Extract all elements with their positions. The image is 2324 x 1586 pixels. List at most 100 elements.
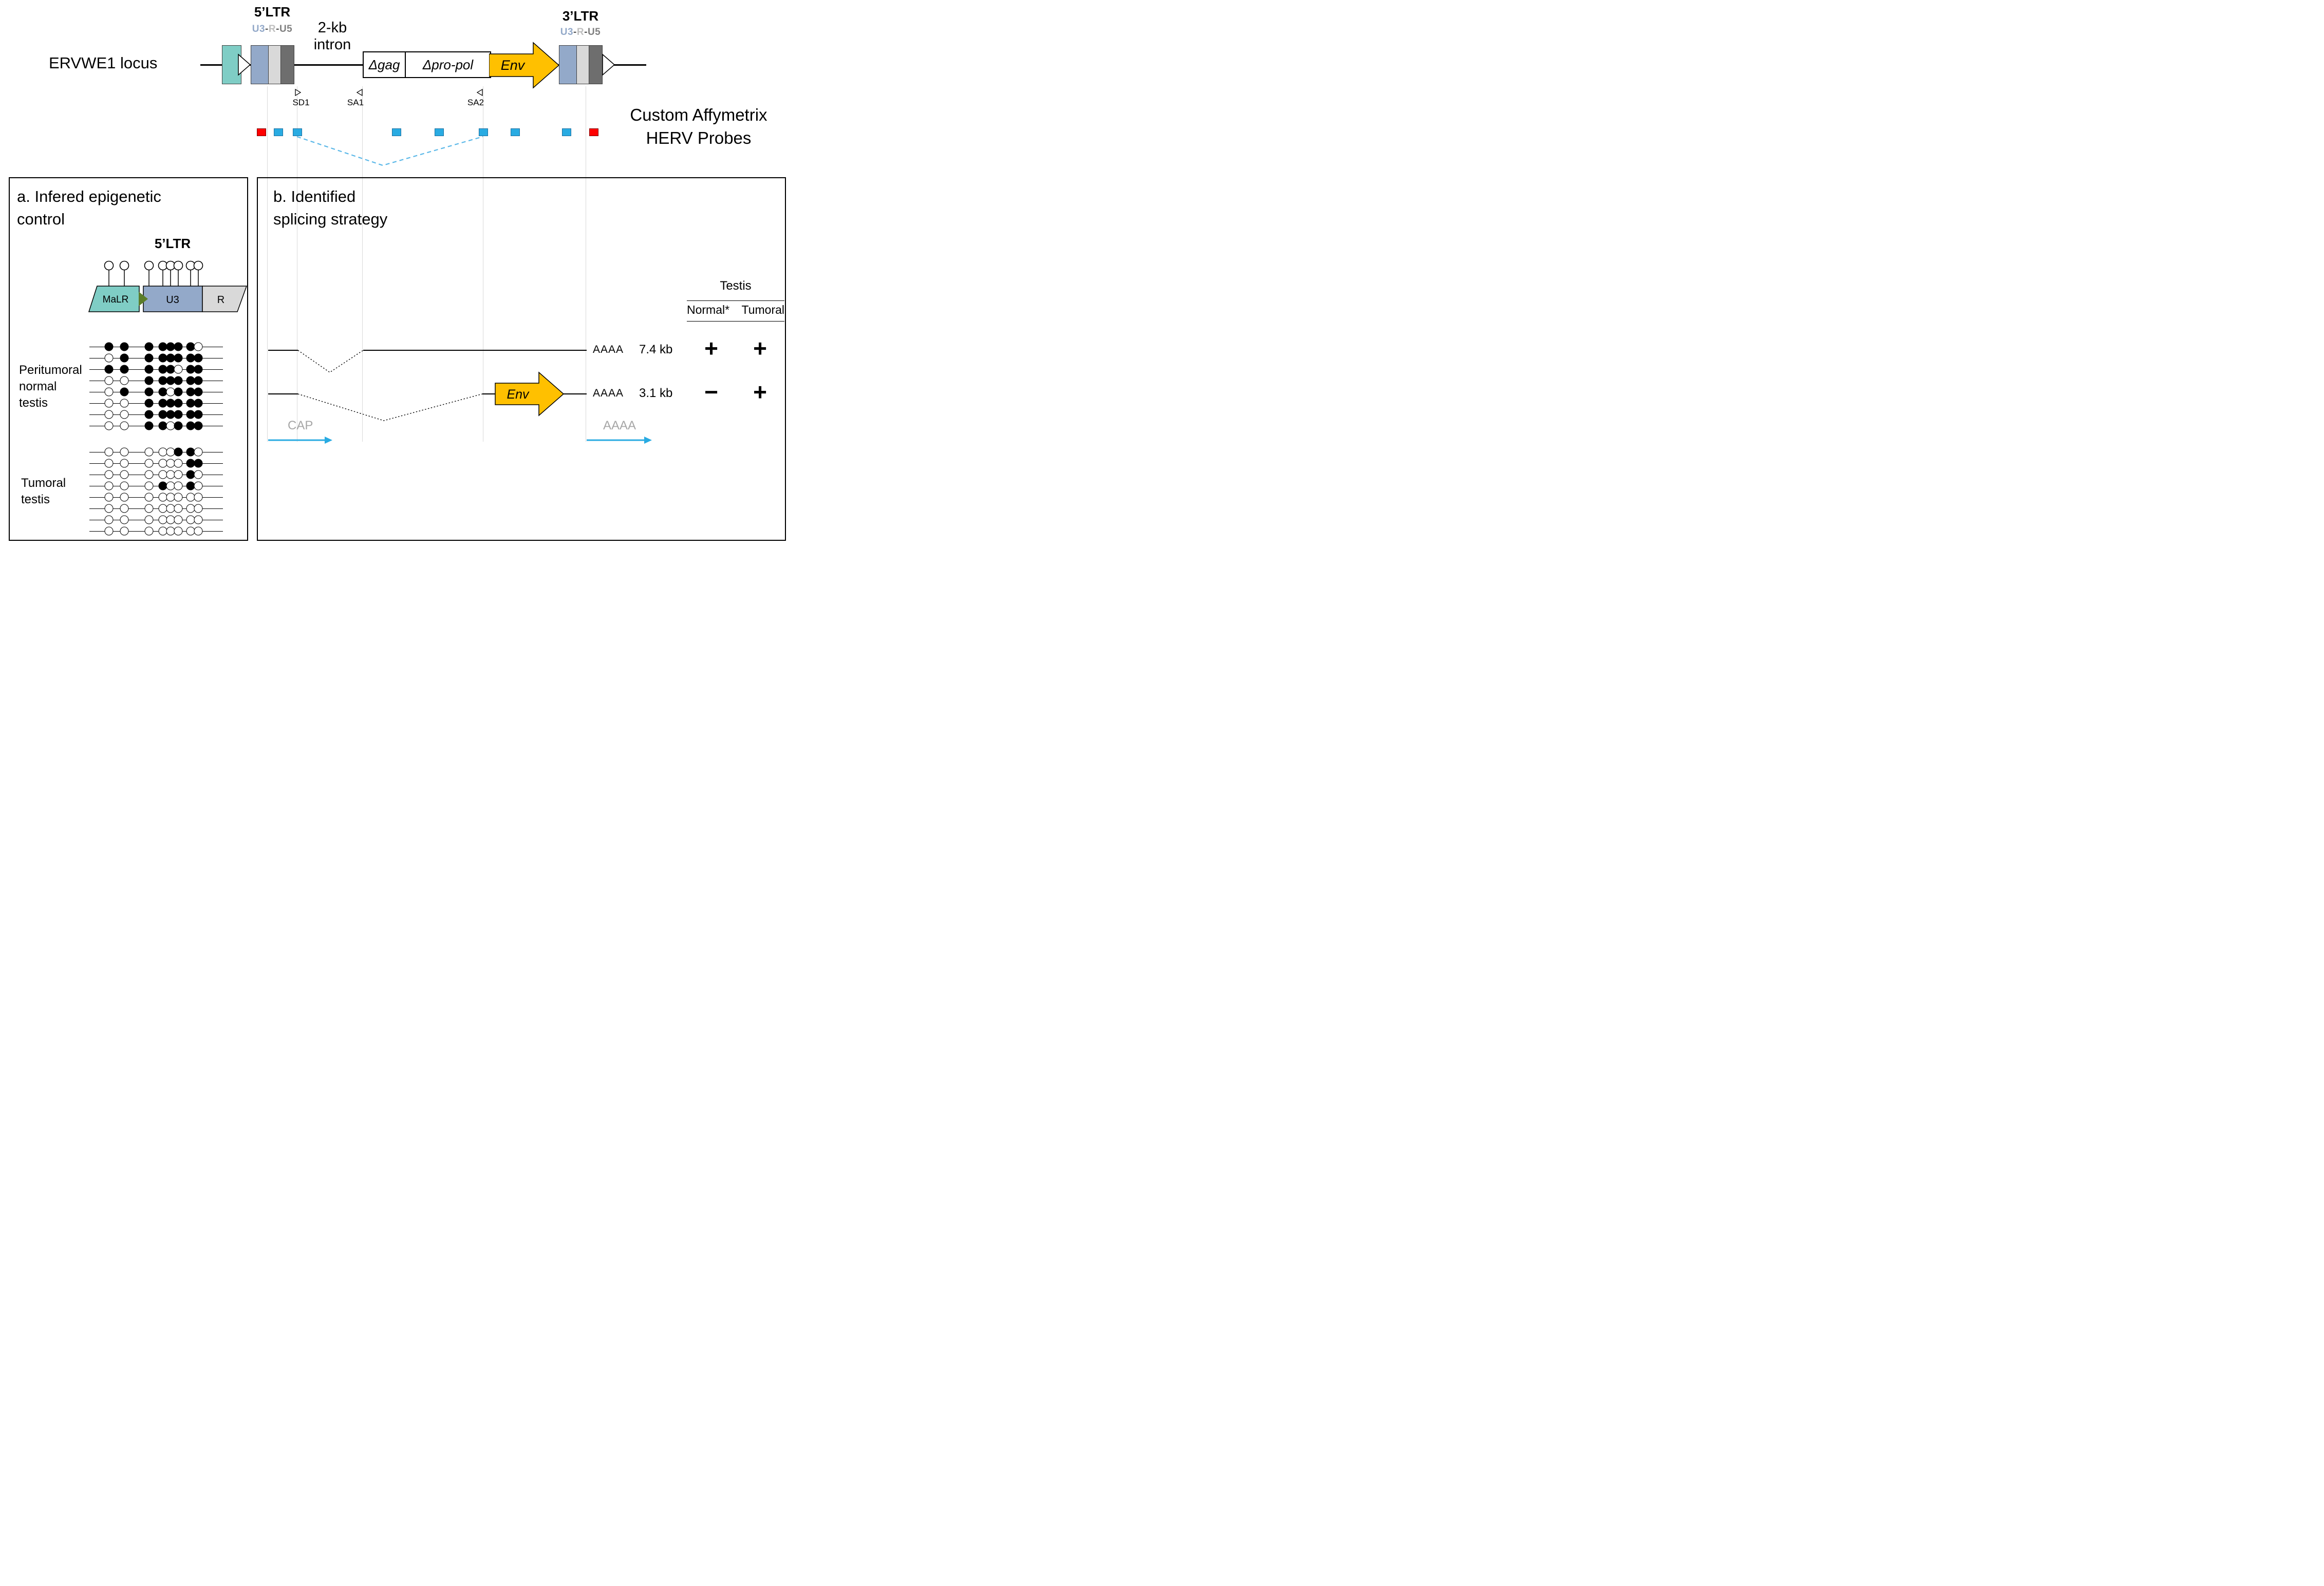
- clone-line: [89, 508, 223, 509]
- panel-a: a. Infered epigenetic control 5’LTR: [9, 177, 248, 541]
- tx2-polya-label: AAAA: [593, 387, 624, 399]
- unmethylated-cpg: [144, 493, 154, 502]
- env-arrow-locus: Env: [489, 42, 560, 89]
- red-probe: [257, 128, 266, 136]
- label-line: testis: [19, 396, 48, 410]
- transcripts-drawing: Env: [268, 350, 652, 444]
- methylated-cpg: [194, 376, 203, 385]
- ltr3-r-segment: [576, 45, 589, 84]
- unmethylated-cpg: [120, 470, 129, 479]
- cell-3-1kb-tumoral: +: [753, 379, 767, 405]
- methylated-cpg: [144, 410, 154, 419]
- unmethylated-cpg: [104, 421, 114, 430]
- table-column-headers: Normal* Tumoral: [687, 301, 784, 321]
- methylated-cpg: [144, 342, 154, 351]
- methylated-cpg: [120, 365, 129, 374]
- ltr3-u5-segment: [589, 45, 603, 84]
- unmethylated-cpg: [194, 447, 203, 457]
- unmethylated-cpg: [104, 399, 114, 408]
- dash: -: [276, 24, 279, 34]
- cpg-circles: [104, 260, 203, 271]
- unmethylated-cpg: [144, 470, 154, 479]
- propol-box: Δpro-pol: [405, 51, 491, 78]
- methylated-cpg: [144, 353, 154, 363]
- panel-b-title-line2: splicing strategy: [273, 210, 388, 228]
- unmethylated-cpg: [174, 470, 183, 479]
- clone-line: [89, 463, 223, 464]
- unmethylated-cpg: [174, 365, 183, 374]
- clone-line: [89, 403, 223, 404]
- u3-label: U3: [560, 27, 574, 37]
- u3-box-label: U3: [166, 294, 179, 306]
- env-label-transcript: Env: [507, 387, 530, 402]
- clone-line: [89, 531, 223, 532]
- blue-probe: [479, 128, 488, 136]
- methylated-cpg: [174, 376, 183, 385]
- methylated-cpg: [174, 447, 183, 457]
- unmethylated-cpg: [174, 493, 183, 502]
- table-rule-top: [687, 300, 784, 301]
- ltr5-u5-segment: [280, 45, 294, 84]
- unmethylated-cpg: [144, 447, 154, 457]
- tumoral-label: Tumoral testis: [21, 475, 66, 508]
- label-line: normal: [19, 380, 57, 393]
- blue-probe: [562, 128, 571, 136]
- unmethylated-cpg: [104, 515, 114, 524]
- panel-b: b. Identified splicing strategy Env AAAA: [257, 177, 786, 541]
- clone-line: [89, 497, 223, 498]
- table-row-3-1kb: − +: [687, 380, 784, 404]
- host-flank-triangle-right: [602, 53, 615, 76]
- tx1-polya-label: AAAA: [593, 344, 624, 355]
- unmethylated-cpg: [194, 493, 203, 502]
- unmethylated-cpg: [144, 481, 154, 490]
- unmethylated-cpg: [104, 470, 114, 479]
- unmethylated-cpg: [174, 481, 183, 490]
- label-line: Tumoral: [21, 476, 66, 490]
- env-arrow-transcript: [495, 371, 565, 417]
- blue-probe: [392, 128, 401, 136]
- methylated-cpg: [174, 421, 183, 430]
- tx1-splice-dotted: [297, 350, 364, 373]
- methylated-cpg: [104, 365, 114, 374]
- green-arrow-icon: [139, 292, 148, 306]
- blue-probe: [511, 128, 520, 136]
- table-title: Testis: [720, 279, 752, 293]
- unmethylated-cpg: [144, 504, 154, 513]
- unmethylated-cpg: [120, 459, 129, 468]
- unmethylated-cpg: [104, 493, 114, 502]
- results-table-header: Testis Normal* Tumoral: [687, 279, 784, 322]
- tx2-splice-dotted: [297, 393, 483, 421]
- unmethylated-cpg: [194, 526, 203, 536]
- ltr5-r-segment: [268, 45, 281, 84]
- unmethylated-cpg: [104, 481, 114, 490]
- peritumoral-label: Peritumoral normal testis: [19, 362, 82, 411]
- ltr5-u3-r-u5-label: U3-R-U5: [246, 24, 299, 35]
- cap-site-label: CAP: [288, 419, 313, 432]
- intron-label-line2: intron: [313, 36, 351, 53]
- methylated-cpg: [174, 399, 183, 408]
- cell-7-4kb-tumoral: +: [753, 335, 767, 362]
- label-line: Peritumoral: [19, 363, 82, 377]
- methylated-cpg: [174, 342, 183, 351]
- blue-probe: [293, 128, 302, 136]
- unmethylated-cpg: [120, 421, 129, 430]
- unmethylated-cpg: [120, 399, 129, 408]
- sd1-label: SD1: [292, 98, 310, 107]
- unmethylated-cpg: [120, 481, 129, 490]
- methylation-grid-peritumoral: [89, 342, 223, 434]
- methylated-cpg: [194, 353, 203, 363]
- polya-arrow-head: [644, 437, 652, 444]
- guide-line-sa1: [362, 86, 363, 442]
- methylated-cpg: [194, 399, 203, 408]
- unmethylated-cpg: [194, 342, 203, 351]
- host-flank-triangle-left: [238, 53, 251, 76]
- panel-b-title: b. Identified splicing strategy: [273, 185, 387, 231]
- u5-label: U5: [279, 24, 293, 34]
- label-line: testis: [21, 493, 50, 506]
- unmethylated-cpg: [120, 493, 129, 502]
- probes-title-line2: HERV Probes: [646, 128, 752, 147]
- ltr3-title: 3’LTR: [562, 8, 599, 24]
- blue-probe: [435, 128, 444, 136]
- probes-row: [0, 128, 795, 136]
- malr-box: [88, 286, 140, 312]
